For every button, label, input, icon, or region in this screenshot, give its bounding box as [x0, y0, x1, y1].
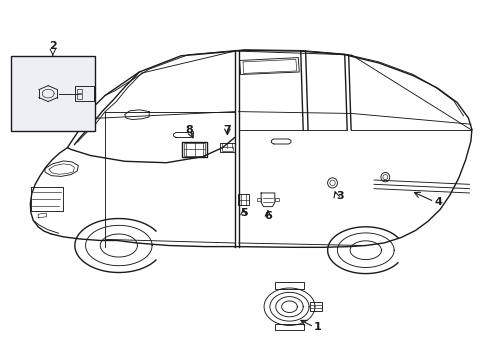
Text: 7: 7	[223, 125, 231, 135]
Bar	[183, 143, 205, 156]
Bar	[238, 194, 248, 205]
Bar	[274, 198, 278, 201]
Bar	[11, 56, 95, 131]
Bar	[274, 282, 304, 289]
Text: 2: 2	[49, 41, 57, 51]
Bar	[220, 143, 234, 152]
Text: 1: 1	[313, 322, 321, 332]
Bar	[309, 302, 322, 311]
Bar	[76, 89, 82, 93]
Bar	[274, 324, 304, 330]
Text: 6: 6	[264, 211, 271, 221]
Text: 5: 5	[239, 208, 247, 218]
Bar	[221, 148, 233, 151]
Text: 3: 3	[336, 191, 344, 201]
Bar	[182, 142, 207, 157]
Text: 8: 8	[185, 125, 193, 135]
Bar	[75, 86, 94, 101]
Bar	[76, 94, 82, 99]
Text: 4: 4	[433, 197, 441, 207]
Bar	[257, 198, 261, 201]
